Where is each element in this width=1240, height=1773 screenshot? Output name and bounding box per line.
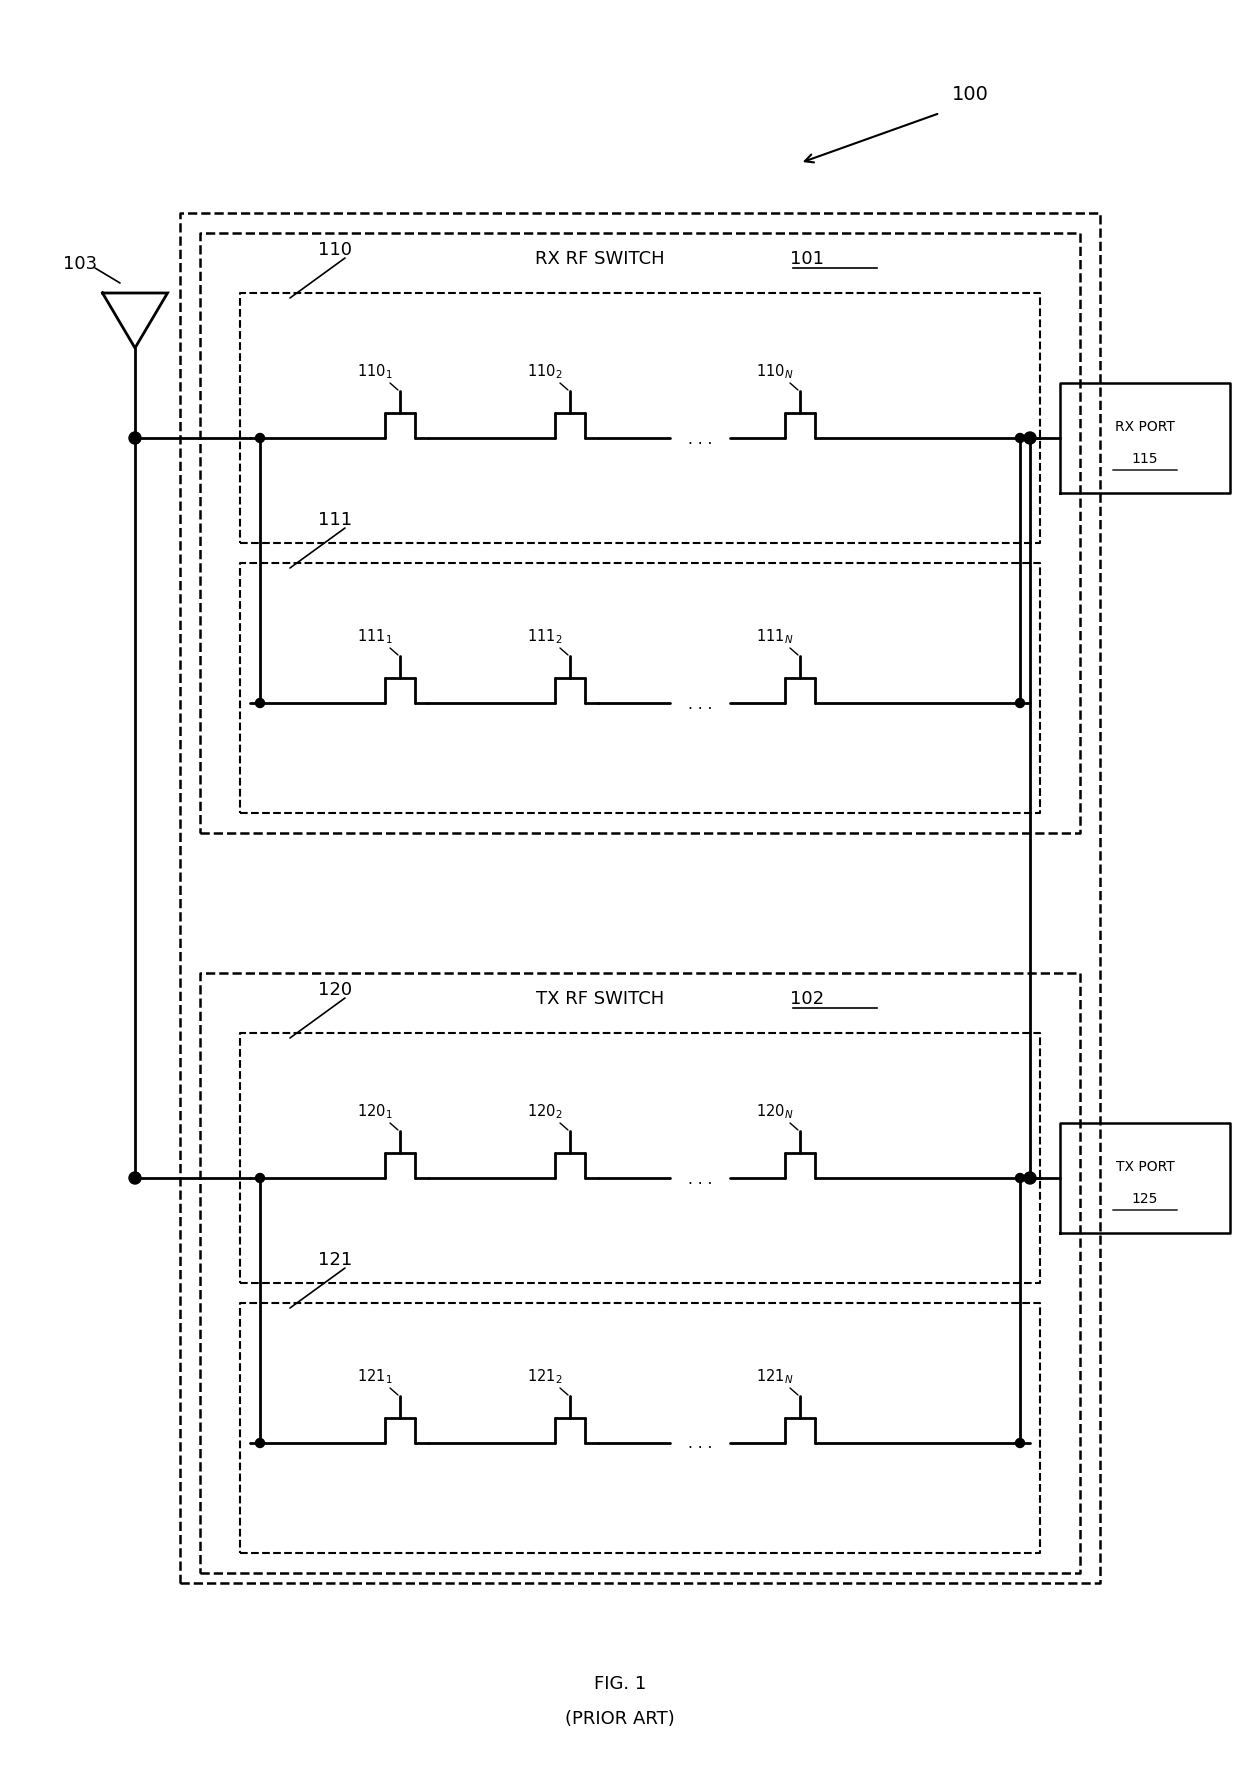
Text: TX RF SWITCH: TX RF SWITCH: [536, 989, 665, 1007]
Text: 115: 115: [1132, 452, 1158, 466]
Circle shape: [1016, 699, 1024, 707]
Text: 120: 120: [317, 980, 352, 998]
Text: $121_2$: $121_2$: [527, 1367, 563, 1385]
Text: $120_N$: $120_N$: [756, 1101, 794, 1121]
Text: 125: 125: [1132, 1191, 1158, 1206]
Text: . . .: . . .: [688, 1170, 712, 1186]
Text: $111_2$: $111_2$: [527, 628, 563, 645]
Text: TX PORT: TX PORT: [1116, 1160, 1174, 1174]
Text: $121_1$: $121_1$: [357, 1367, 393, 1385]
Text: RX PORT: RX PORT: [1115, 420, 1176, 434]
Text: 102: 102: [790, 989, 825, 1007]
Circle shape: [1016, 434, 1024, 443]
Circle shape: [1016, 1174, 1024, 1183]
Text: (PRIOR ART): (PRIOR ART): [565, 1709, 675, 1727]
Text: 101: 101: [790, 250, 825, 268]
Circle shape: [1024, 433, 1035, 445]
Text: $121_N$: $121_N$: [756, 1367, 794, 1385]
Text: . . .: . . .: [688, 1436, 712, 1450]
Text: 100: 100: [951, 85, 988, 103]
Text: 121: 121: [317, 1250, 352, 1268]
Circle shape: [129, 1172, 141, 1184]
Circle shape: [1024, 1172, 1035, 1184]
Text: $111_1$: $111_1$: [357, 628, 393, 645]
Text: RX RF SWITCH: RX RF SWITCH: [536, 250, 665, 268]
Circle shape: [255, 434, 264, 443]
Text: $120_2$: $120_2$: [527, 1101, 563, 1121]
Text: . . .: . . .: [688, 431, 712, 447]
Text: $120_1$: $120_1$: [357, 1101, 393, 1121]
Text: $110_N$: $110_N$: [756, 362, 794, 381]
Circle shape: [255, 699, 264, 707]
Text: 110: 110: [317, 241, 352, 259]
Text: FIG. 1: FIG. 1: [594, 1674, 646, 1691]
Text: $111_N$: $111_N$: [756, 628, 794, 645]
Text: $110_1$: $110_1$: [357, 362, 393, 381]
Circle shape: [255, 1174, 264, 1183]
Text: 103: 103: [63, 255, 97, 273]
Text: 111: 111: [317, 511, 352, 528]
Circle shape: [1016, 1438, 1024, 1449]
Text: $110_2$: $110_2$: [527, 362, 563, 381]
Circle shape: [129, 433, 141, 445]
Text: . . .: . . .: [688, 697, 712, 711]
Circle shape: [255, 1438, 264, 1449]
